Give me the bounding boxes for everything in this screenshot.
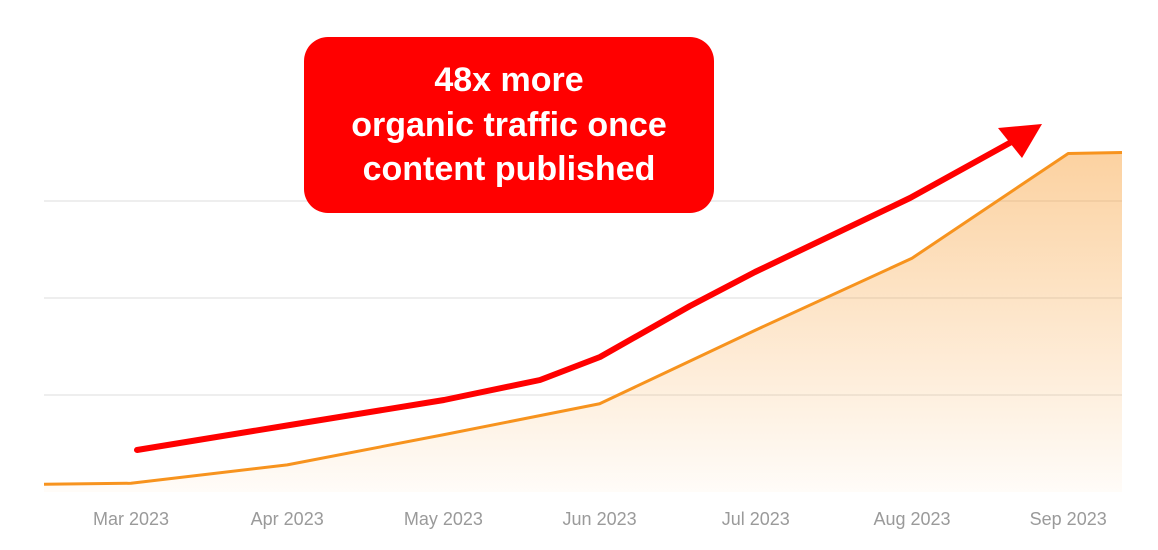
annotation-line: 48x more: [434, 61, 583, 99]
x-tick-label: Mar 2023: [93, 509, 169, 529]
x-tick-label: Jul 2023: [722, 509, 790, 529]
annotation-box: [304, 37, 714, 213]
annotation-line: content published: [363, 150, 656, 188]
x-tick-label: May 2023: [404, 509, 483, 529]
x-tick-label: Aug 2023: [873, 509, 950, 529]
area-fill: [44, 152, 1122, 492]
x-tick-label: Sep 2023: [1030, 509, 1107, 529]
x-tick-label: Apr 2023: [251, 509, 324, 529]
x-tick-label: Jun 2023: [563, 509, 637, 529]
trend-arrowhead: [998, 124, 1042, 158]
annotation-line: organic traffic once: [351, 106, 667, 144]
trend-arrow: [134, 137, 1018, 453]
plot-area: Mar 2023 Apr 2023 May 2023 Jun 2023 Jul 2023…: [43, 151, 1123, 529]
area-line: [43, 151, 1123, 486]
